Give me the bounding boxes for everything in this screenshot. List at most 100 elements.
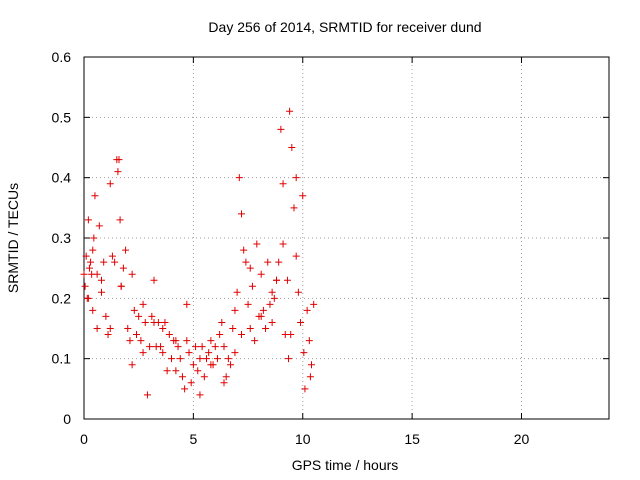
- data-point: [308, 361, 315, 369]
- axis-ticks: [83, 56, 609, 420]
- data-point: [270, 294, 278, 302]
- data-point: [84, 294, 92, 302]
- data-point: [104, 331, 112, 339]
- data-point: [141, 318, 149, 326]
- data-point: [100, 258, 108, 266]
- data-point: [181, 385, 189, 393]
- data-point: [273, 276, 280, 284]
- data-point: [244, 300, 252, 308]
- data-point: [98, 288, 105, 296]
- data-point: [299, 192, 307, 200]
- data-point: [150, 318, 158, 326]
- data-point: [176, 355, 184, 363]
- data-point: [310, 300, 318, 308]
- data-point: [89, 246, 97, 254]
- data-point: [268, 288, 276, 296]
- data-point: [165, 331, 173, 339]
- data-point: [251, 337, 259, 345]
- data-point: [187, 379, 195, 387]
- data-point: [192, 343, 200, 351]
- data-point: [205, 349, 213, 357]
- data-point: [287, 331, 295, 339]
- data-point: [285, 355, 293, 363]
- x-tick-label: 20: [514, 431, 530, 447]
- data-point: [174, 343, 182, 351]
- data-point: [303, 306, 311, 314]
- data-point: [211, 343, 219, 351]
- data-point: [84, 216, 92, 224]
- x-tick-label: 5: [189, 431, 197, 447]
- data-point: [213, 355, 221, 363]
- data-point: [257, 270, 265, 278]
- y-tick-label: 0.1: [52, 351, 72, 367]
- data-point: [207, 361, 215, 369]
- data-point: [238, 331, 245, 339]
- data-point: [294, 288, 302, 296]
- data-point: [115, 156, 123, 164]
- data-point: [119, 264, 127, 272]
- y-tick-label: 0.2: [52, 290, 72, 306]
- data-point: [137, 337, 145, 345]
- data-point: [220, 343, 228, 351]
- data-point: [253, 240, 261, 248]
- data-point: [283, 276, 291, 284]
- plot-area-border: [83, 56, 610, 420]
- chart-title: Day 256 of 2014, SRMTID for receiver dun…: [208, 19, 481, 35]
- data-point: [163, 367, 171, 375]
- y-tick-label: 0.5: [52, 109, 72, 125]
- data-point: [246, 325, 254, 332]
- data-point: [111, 258, 119, 266]
- data-point: [305, 337, 313, 345]
- y-tick-label: 0: [63, 411, 71, 427]
- data-point: [133, 331, 140, 339]
- data-point: [246, 264, 254, 272]
- data-point: [207, 337, 215, 345]
- data-point: [257, 312, 265, 320]
- data-point: [128, 270, 136, 278]
- data-point: [183, 337, 191, 345]
- x-tick-label: 10: [295, 431, 311, 447]
- data-point: [222, 373, 230, 381]
- data-point: [200, 373, 208, 381]
- data-point: [218, 318, 226, 326]
- data-point: [91, 192, 99, 200]
- data-point: [300, 349, 308, 357]
- data-point: [178, 373, 186, 381]
- data-point: [93, 325, 101, 332]
- data-point: [82, 252, 90, 260]
- data-point: [172, 337, 180, 345]
- data-point: [229, 325, 237, 332]
- data-point: [159, 349, 167, 357]
- data-point: [185, 349, 193, 357]
- data-point: [306, 373, 314, 381]
- x-tick-label: 15: [404, 431, 420, 447]
- y-axis-title: SRMTID / TECUs: [5, 183, 21, 293]
- data-point: [172, 367, 180, 375]
- data-point: [266, 300, 274, 308]
- y-tick-label: 0.4: [52, 170, 72, 186]
- data-point: [238, 210, 245, 218]
- data-point: [275, 258, 283, 266]
- data-point: [148, 312, 156, 320]
- data-point: [117, 282, 125, 290]
- data-point: [227, 361, 235, 369]
- data-point: [196, 391, 204, 399]
- data-point: [157, 343, 165, 351]
- data-point: [224, 355, 232, 363]
- data-point: [108, 252, 116, 260]
- data-point: [106, 325, 114, 332]
- data-point: [128, 361, 136, 369]
- data-point: [146, 343, 154, 351]
- data-point: [242, 258, 250, 266]
- data-point: [135, 312, 143, 320]
- data-point: [301, 385, 309, 393]
- data-point: [194, 367, 202, 375]
- data-point: [124, 325, 132, 332]
- data-point: [130, 306, 138, 314]
- data-point: [87, 258, 95, 266]
- x-axis-title: GPS time / hours: [292, 457, 399, 473]
- data-point: [106, 180, 114, 188]
- data-point: [98, 276, 105, 284]
- data-point: [279, 240, 287, 248]
- data-point: [81, 282, 89, 290]
